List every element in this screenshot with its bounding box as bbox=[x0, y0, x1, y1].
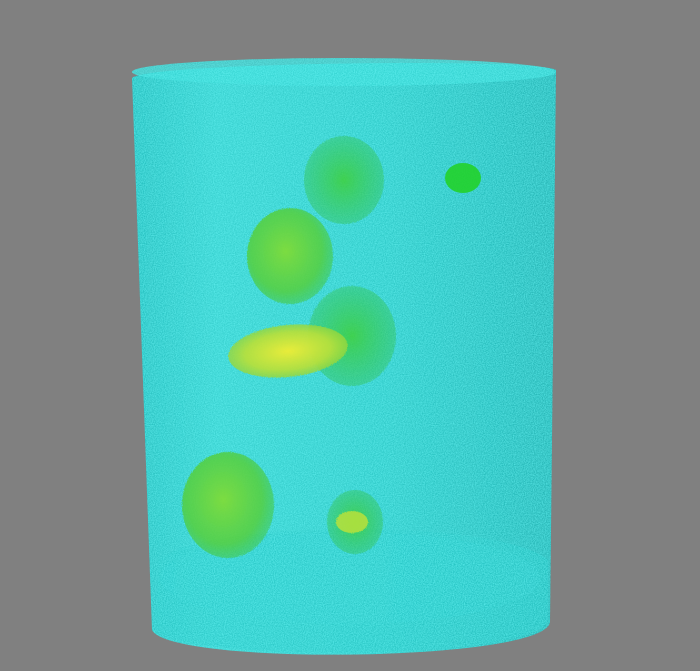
inclusion-small-top-right bbox=[445, 163, 481, 193]
inclusion-lower-left bbox=[182, 452, 274, 558]
inclusion-ellipsoid-bright bbox=[228, 324, 348, 378]
inclusion-lower-center bbox=[327, 490, 383, 554]
inclusion-upper-left bbox=[247, 208, 333, 304]
inclusion-top-center bbox=[304, 136, 384, 224]
